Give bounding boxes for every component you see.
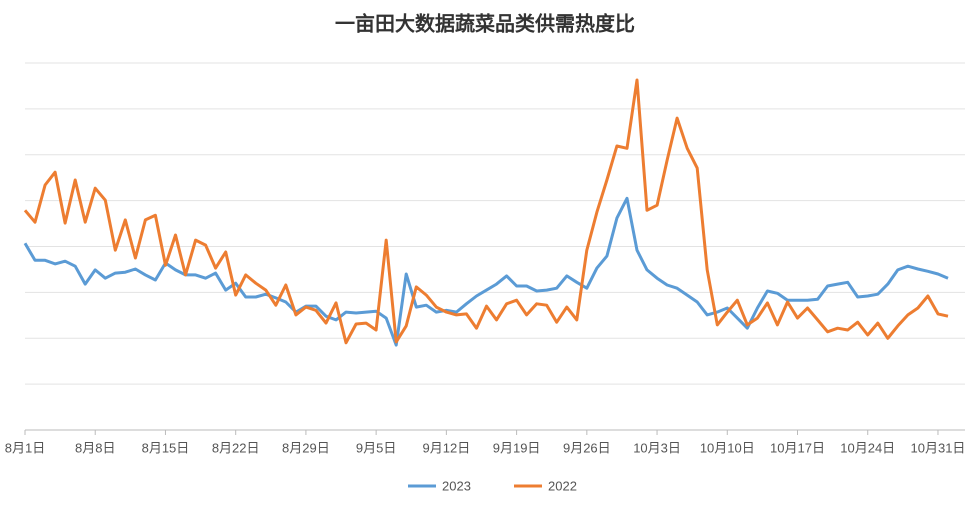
line-series	[23, 78, 949, 345]
x-tick-label: 9月19日	[493, 440, 541, 455]
x-tick-label: 9月12日	[423, 440, 471, 455]
x-tick-label: 9月26日	[563, 440, 611, 455]
x-tick-label: 8月8日	[75, 440, 115, 455]
legend-label: 2023	[442, 478, 471, 493]
chart-title: 一亩田大数据蔬菜品类供需热度比	[335, 11, 635, 35]
legend-label: 2022	[548, 478, 577, 493]
x-tick-label: 10月24日	[840, 440, 895, 455]
x-tick-label: 10月17日	[770, 440, 825, 455]
x-tick-label: 8月1日	[5, 440, 45, 455]
x-tick-label: 10月3日	[633, 440, 681, 455]
x-tick-label: 8月29日	[282, 440, 330, 455]
x-tick-label: 9月5日	[356, 440, 396, 455]
x-tick-label: 10月10日	[700, 440, 755, 455]
x-tick-label: 8月22日	[212, 440, 260, 455]
x-tick-label: 10月31日	[911, 440, 966, 455]
x-tick-label: 8月15日	[142, 440, 190, 455]
line-series	[23, 196, 949, 347]
